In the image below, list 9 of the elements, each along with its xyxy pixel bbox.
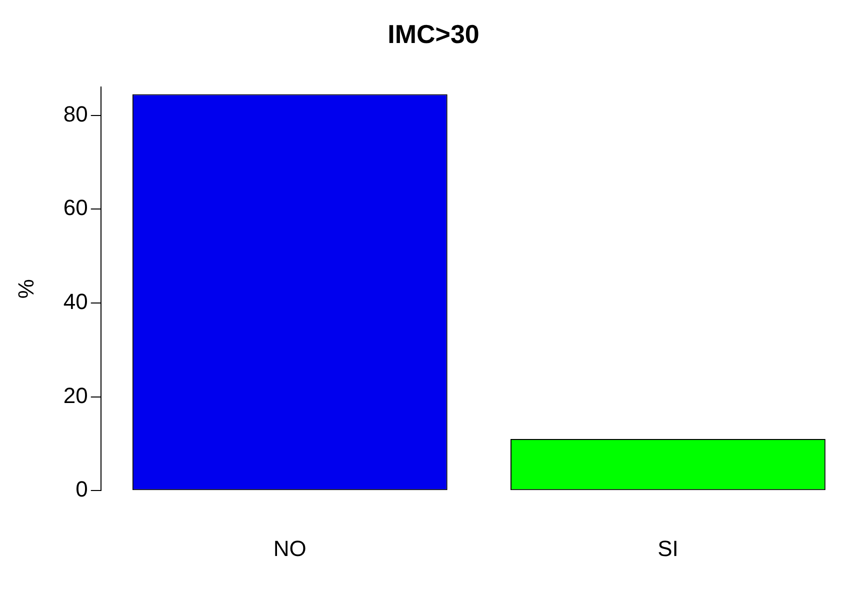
y-tick-label: 80: [63, 101, 88, 126]
y-tick-label: 40: [63, 289, 88, 314]
y-tick-label: 60: [63, 195, 88, 220]
y-tick-label: 20: [63, 382, 88, 408]
chart-title: IMC>30: [388, 18, 480, 49]
y-tick-label: 0: [76, 476, 88, 502]
x-tick-label: NO: [273, 536, 306, 561]
x-tick-label: SI: [658, 536, 678, 561]
y-axis-title: %: [13, 279, 38, 299]
